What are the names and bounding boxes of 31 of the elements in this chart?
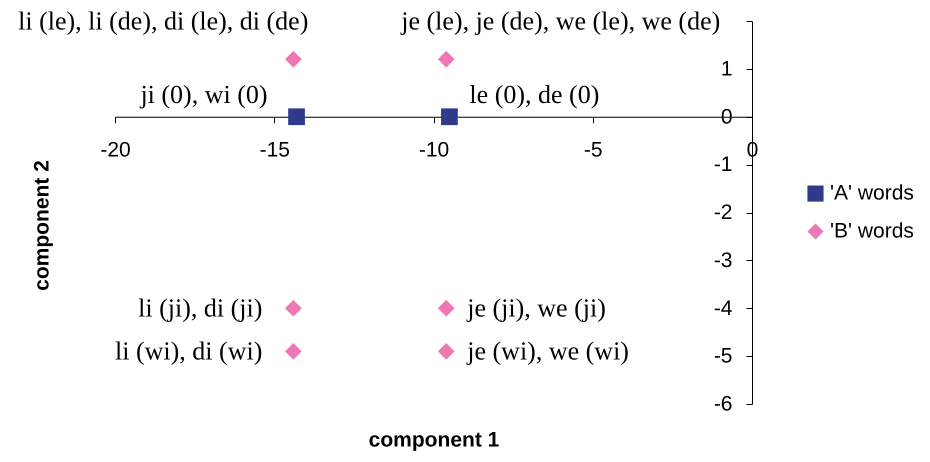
data-label: le (0), de (0)	[469, 80, 600, 109]
y-tick-label: -5	[714, 344, 732, 368]
point	[284, 300, 302, 317]
y-tick-label: -1	[714, 153, 732, 176]
data-label: je (ji), we (ji)	[466, 293, 606, 322]
legend-label: 'A' words	[830, 182, 914, 204]
data-label: je (wi), we (wi)	[466, 336, 629, 366]
point	[438, 342, 455, 360]
data-label: li (wi), di (wi)	[115, 336, 262, 366]
y-tick-label: -6	[714, 392, 732, 416]
x-tick-label: -10	[418, 138, 450, 162]
data-label: ji (0), wi (0)	[139, 80, 268, 109]
x-axis-title: component 1	[368, 428, 500, 452]
legend-label: 'B' words	[830, 220, 914, 242]
point	[438, 50, 455, 68]
data-label: li (ji), di (ji)	[138, 293, 262, 322]
y-axis-title: component 2	[30, 160, 54, 291]
point	[438, 300, 455, 317]
point	[288, 108, 305, 126]
point	[284, 50, 302, 68]
data-label: je (le), je (de), we (le), we (de)	[400, 6, 720, 36]
x-tick-label: -20	[100, 138, 131, 162]
y-tick-label: 1	[720, 57, 732, 80]
y-tick-label: -4	[714, 296, 733, 320]
y-tick-label: -2	[714, 201, 732, 224]
x-tick-label: -15	[260, 138, 290, 162]
data-label: li (le), li (de), di (le), di (de)	[18, 6, 308, 36]
point	[441, 108, 458, 126]
point	[284, 342, 302, 360]
x-tick-label: -5	[584, 138, 603, 162]
y-tick-label: -3	[714, 248, 732, 272]
